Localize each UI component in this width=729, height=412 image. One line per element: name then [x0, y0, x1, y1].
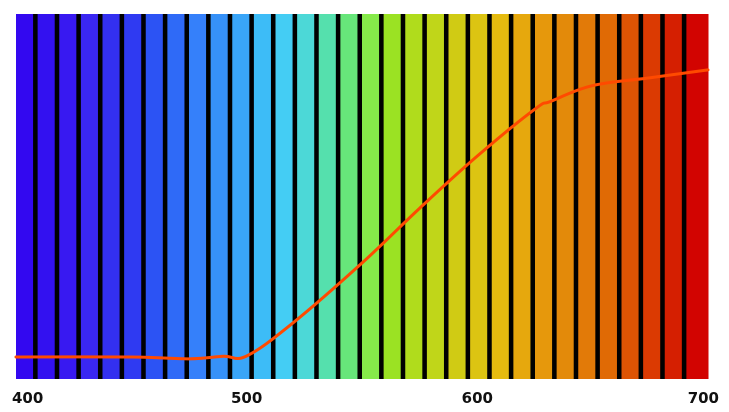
band-separator — [162, 14, 172, 379]
band-separator — [508, 14, 518, 379]
spectrum-band — [253, 14, 277, 379]
spectrum-band — [145, 14, 168, 379]
band-separator — [119, 14, 129, 379]
x-tick-label: 700 — [688, 389, 719, 407]
band-separator — [595, 14, 605, 379]
x-axis: 400 500 600 700 — [12, 389, 719, 407]
spectrum-band — [599, 14, 623, 379]
spectrum-band — [340, 14, 363, 379]
band-separator — [465, 14, 475, 379]
spectrum-band — [686, 14, 709, 379]
spectrum-band — [167, 14, 190, 379]
band-separator — [681, 14, 691, 379]
band-separator — [206, 14, 216, 379]
spectrum-band — [297, 14, 320, 379]
spectrum-band — [405, 14, 428, 379]
spectrum-band — [643, 14, 666, 379]
spectrum-band — [102, 14, 125, 379]
band-separator — [33, 14, 43, 379]
band-separator — [422, 14, 432, 379]
band-separator — [249, 14, 259, 379]
spectrum-band — [124, 14, 147, 379]
spectrum-band — [37, 14, 60, 379]
x-tick-label: 500 — [231, 389, 262, 407]
series-lines — [14, 68, 710, 361]
band-separator — [638, 14, 648, 379]
band-separator — [292, 14, 302, 379]
x-tick-label: 400 — [12, 389, 43, 407]
spectrum-band — [16, 14, 39, 379]
spectrum-band — [664, 14, 687, 379]
spectrum-bands — [16, 14, 709, 379]
spectrum-band — [578, 14, 601, 379]
spectrum-band — [59, 14, 82, 379]
spectrum-band — [621, 14, 644, 379]
band-separator — [76, 14, 86, 379]
spectrum-band — [232, 14, 255, 379]
spectrum-band — [210, 14, 233, 379]
spectrum-band — [80, 14, 104, 379]
spectrum-band — [426, 14, 450, 379]
spectrum-band — [275, 14, 298, 379]
spectrum-band — [383, 14, 406, 379]
band-separator — [379, 14, 389, 379]
series-line — [14, 68, 710, 361]
spectrum-band — [189, 14, 212, 379]
spectrum-band — [556, 14, 579, 379]
band-separator — [552, 14, 562, 379]
band-separator — [335, 14, 345, 379]
spectrum-band — [470, 14, 493, 379]
spectrum-band — [491, 14, 514, 379]
spectrum-band — [513, 14, 536, 379]
spectrum-band — [448, 14, 471, 379]
spectrum-band — [362, 14, 385, 379]
x-tick-label: 600 — [462, 389, 493, 407]
